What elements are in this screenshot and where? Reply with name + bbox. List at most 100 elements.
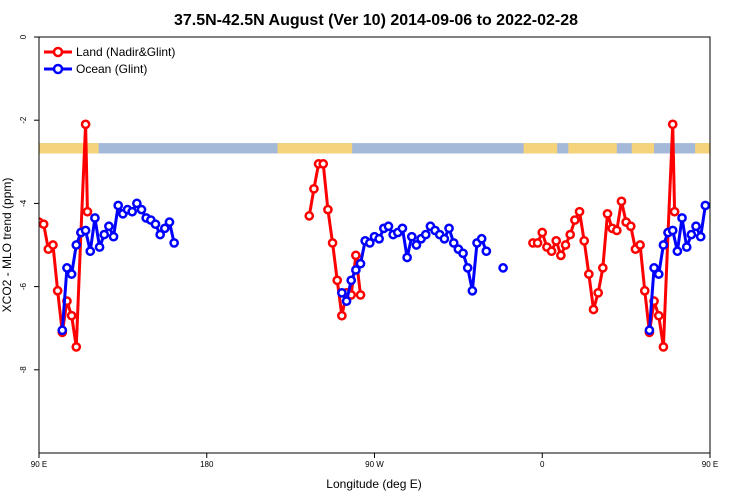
y-tick-label: -6 bbox=[19, 282, 28, 290]
data-point bbox=[108, 231, 119, 242]
data-point bbox=[346, 275, 357, 286]
land-band-segment bbox=[277, 143, 353, 154]
data-point bbox=[383, 221, 394, 232]
data-point bbox=[653, 310, 664, 321]
ocean-band bbox=[39, 143, 710, 154]
land-band-segment bbox=[523, 143, 558, 154]
data-point bbox=[332, 275, 343, 286]
data-point bbox=[85, 246, 96, 257]
data-point bbox=[444, 223, 454, 234]
x-axis-label: Longitude (deg E) bbox=[326, 477, 421, 491]
legend-item-ocean: Ocean (Glint) bbox=[44, 62, 147, 76]
data-point bbox=[625, 221, 636, 232]
data-point bbox=[402, 252, 412, 263]
data-point bbox=[462, 263, 473, 273]
data-point bbox=[498, 263, 508, 273]
data-point bbox=[99, 229, 110, 240]
data-point bbox=[150, 219, 161, 230]
data-point bbox=[309, 183, 319, 194]
legend-label-ocean: Ocean (Glint) bbox=[76, 62, 147, 76]
data-point bbox=[476, 233, 487, 244]
data-point bbox=[653, 269, 664, 279]
series-layer bbox=[39, 119, 710, 352]
y-tick-label: -8 bbox=[19, 366, 28, 374]
data-point bbox=[341, 296, 352, 307]
series-land bbox=[39, 119, 680, 352]
data-point bbox=[593, 287, 604, 298]
y-tick-label: -4 bbox=[19, 199, 28, 207]
x-tick-label: 90 E bbox=[702, 460, 718, 469]
data-point bbox=[155, 229, 166, 240]
data-point bbox=[355, 290, 366, 300]
series-line bbox=[532, 122, 677, 349]
land-band-segment bbox=[631, 143, 655, 154]
legend-item-land: Land (Nadir&Glint) bbox=[44, 45, 175, 59]
data-point bbox=[565, 229, 576, 240]
data-point bbox=[337, 287, 347, 298]
land-band-segment bbox=[568, 143, 617, 154]
data-point bbox=[327, 238, 338, 248]
y-tick-label: 0 bbox=[19, 34, 28, 39]
data-point bbox=[411, 240, 422, 250]
data-point bbox=[570, 215, 580, 225]
data-point bbox=[90, 213, 100, 223]
data-point bbox=[304, 211, 315, 221]
data-point bbox=[669, 206, 680, 217]
data-point bbox=[537, 227, 548, 238]
data-point bbox=[458, 248, 468, 259]
y-axis-ticks: 0 -2 -4 -6 -8 bbox=[19, 34, 39, 373]
data-point bbox=[318, 159, 329, 169]
data-point bbox=[94, 242, 105, 252]
data-point bbox=[597, 263, 608, 273]
data-point bbox=[351, 250, 361, 261]
data-point bbox=[39, 219, 49, 230]
data-point bbox=[448, 238, 459, 248]
data-point bbox=[337, 310, 347, 321]
data-point bbox=[532, 238, 543, 248]
data-point bbox=[80, 225, 91, 236]
data-point bbox=[397, 223, 408, 234]
data-point bbox=[649, 263, 659, 273]
data-point bbox=[364, 238, 375, 248]
data-point bbox=[700, 200, 710, 211]
data-point bbox=[481, 246, 492, 257]
data-point bbox=[420, 229, 431, 240]
data-point bbox=[132, 198, 142, 209]
x-tick-label: 90 E bbox=[31, 460, 47, 469]
data-point bbox=[635, 240, 645, 250]
data-point bbox=[560, 240, 571, 250]
y-tick-label: -2 bbox=[19, 116, 28, 124]
data-point bbox=[323, 204, 333, 215]
data-point bbox=[62, 263, 72, 273]
data-point bbox=[467, 285, 478, 296]
data-point bbox=[546, 246, 557, 257]
data-point bbox=[551, 235, 562, 246]
data-point bbox=[686, 229, 697, 240]
data-point bbox=[681, 242, 692, 252]
data-point bbox=[644, 325, 655, 336]
data-point bbox=[127, 206, 138, 217]
data-point bbox=[667, 119, 678, 130]
series-ocean bbox=[57, 198, 710, 336]
land-band-segment bbox=[695, 143, 710, 154]
chart-title: 37.5N-42.5N August (Ver 10) 2014-09-06 t… bbox=[174, 12, 578, 29]
data-point bbox=[136, 204, 147, 215]
x-axis-ticks: 90 E 180 90 W 0 90 E bbox=[31, 453, 718, 469]
data-point bbox=[588, 304, 599, 315]
legend: Land (Nadir&Glint) Ocean (Glint) bbox=[44, 45, 175, 76]
data-point bbox=[48, 240, 58, 250]
land-band-segment bbox=[39, 143, 99, 154]
data-point bbox=[439, 233, 450, 244]
data-point bbox=[677, 213, 687, 223]
legend-marker-ocean bbox=[52, 63, 64, 75]
y-axis-label: XCO2 - MLO trend (ppm) bbox=[0, 178, 14, 313]
data-point bbox=[574, 206, 585, 217]
data-point bbox=[579, 235, 590, 246]
data-point bbox=[66, 310, 77, 321]
data-point bbox=[104, 221, 114, 232]
data-point bbox=[169, 238, 179, 248]
data-point bbox=[80, 119, 91, 130]
data-point bbox=[52, 285, 63, 296]
land-mask-band bbox=[39, 143, 710, 154]
